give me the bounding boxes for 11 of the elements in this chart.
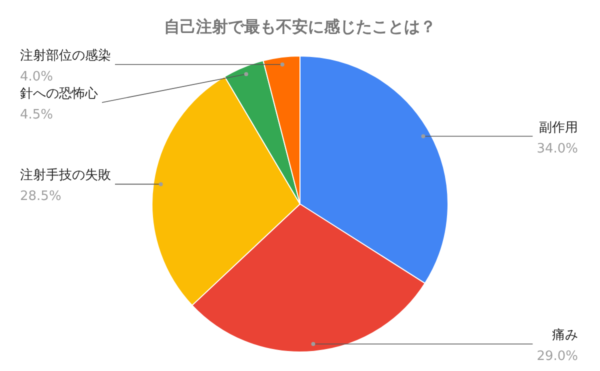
data-label: 28.5% xyxy=(20,189,62,204)
slice-label: 注射手技の失敗 xyxy=(20,168,111,184)
data-label: 4.5% xyxy=(20,108,54,123)
chart-title: 自己注射で最も不安に感じたことは？ xyxy=(164,17,436,36)
slice-label: 針への恐怖心 xyxy=(20,86,98,102)
data-label: 34.0% xyxy=(536,141,578,156)
data-label: 4.0% xyxy=(20,70,54,85)
slice-label: 副作用 xyxy=(539,120,578,136)
data-label: 29.0% xyxy=(536,348,578,364)
slice-label: 注射部位の感染 xyxy=(20,48,111,64)
slice-label: 痛み xyxy=(552,328,578,343)
